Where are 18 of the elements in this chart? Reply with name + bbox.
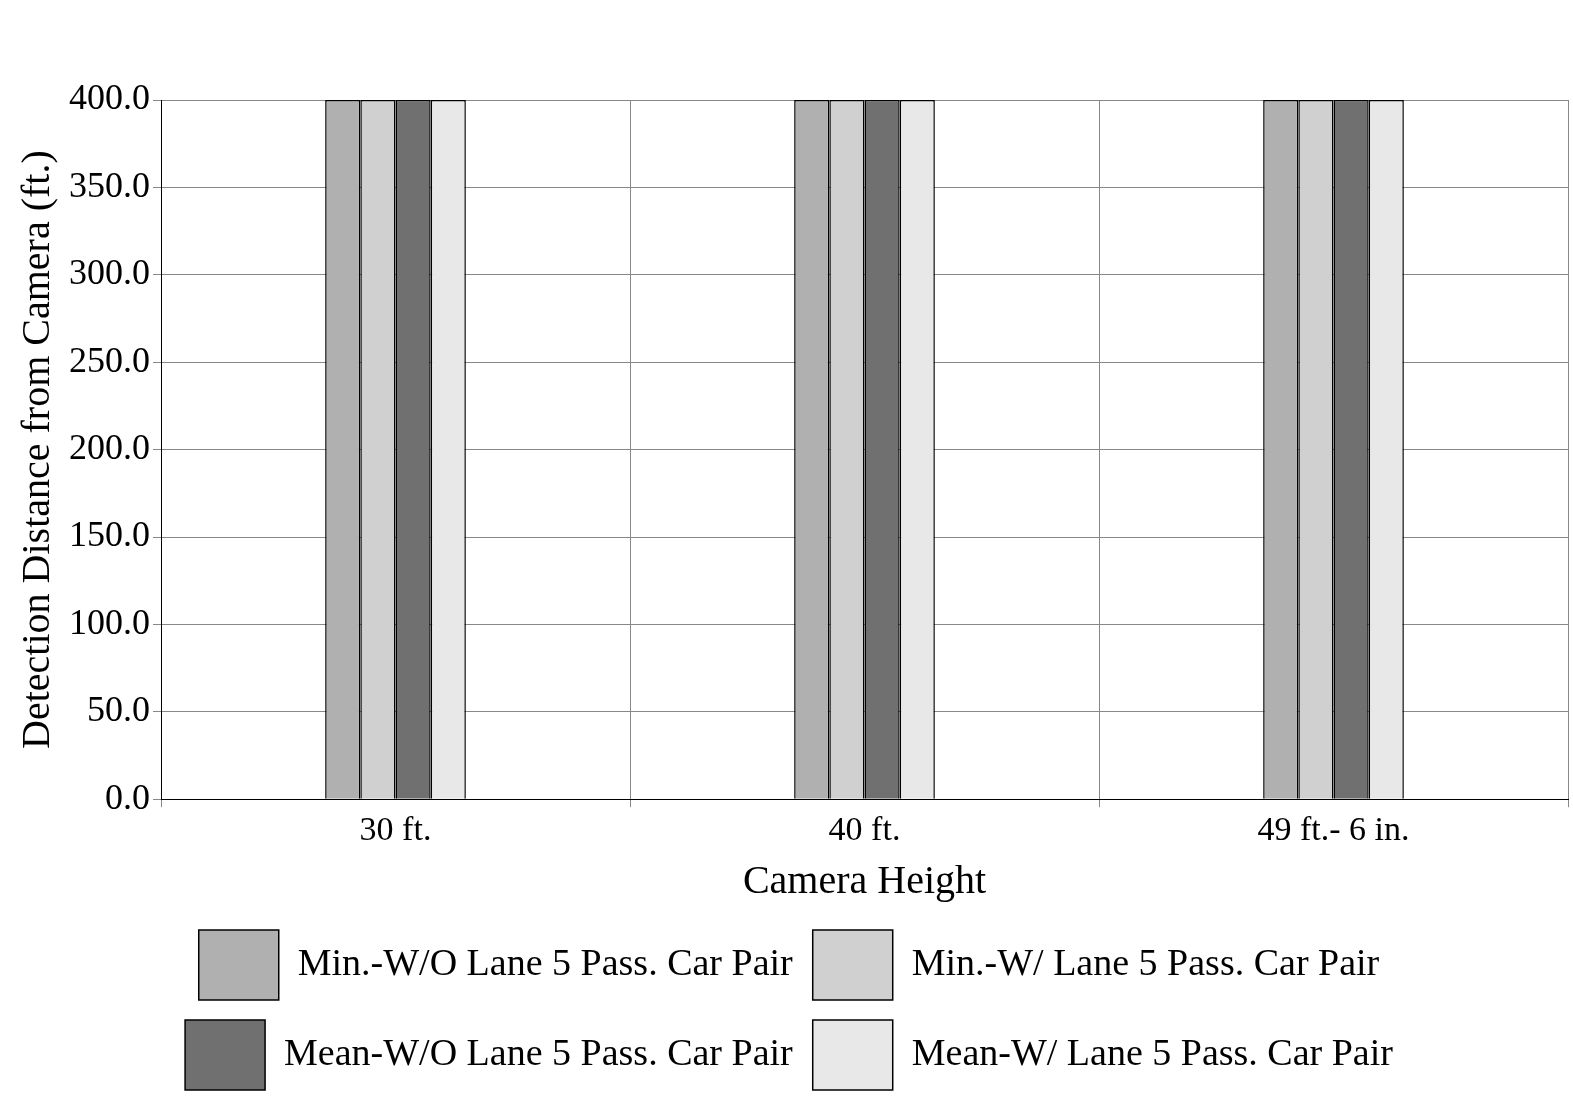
x-axis-title: Camera Height (742, 856, 987, 902)
y-tick-label: 250.0 (69, 339, 150, 380)
legend-label: Min.-W/O Lane 5 Pass. Car Pair (297, 940, 794, 983)
x-tick-label: 30 ft. (359, 809, 432, 847)
y-tick-label: 350.0 (69, 164, 150, 205)
y-tick-label: 200.0 (69, 427, 150, 468)
y-tick-label: 50.0 (87, 689, 150, 730)
legend-label: Min.-W/ Lane 5 Pass. Car Pair (911, 940, 1380, 983)
y-tick-label: 400.0 (69, 77, 150, 118)
x-tick-label: 49 ft.- 6 in. (1257, 809, 1410, 847)
y-tick-label: 100.0 (69, 601, 150, 642)
legend-label: Mean-W/ Lane 5 Pass. Car Pair (911, 1030, 1394, 1073)
y-tick-label: 0.0 (105, 776, 150, 817)
legend-label: Mean-W/O Lane 5 Pass. Car Pair (284, 1030, 794, 1073)
y-axis-title: Detection Distance from Camera (ft.) (12, 150, 58, 749)
y-tick-label: 300.0 (69, 252, 150, 293)
x-tick-label: 40 ft. (828, 809, 901, 847)
y-tick-label: 150.0 (69, 514, 150, 555)
